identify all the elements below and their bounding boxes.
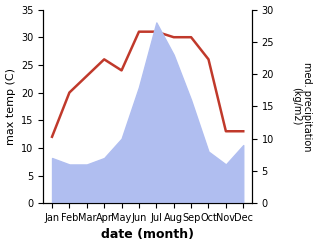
- X-axis label: date (month): date (month): [101, 228, 194, 242]
- Y-axis label: med. precipitation
(kg/m2): med. precipitation (kg/m2): [291, 62, 313, 151]
- Y-axis label: max temp (C): max temp (C): [5, 68, 16, 145]
